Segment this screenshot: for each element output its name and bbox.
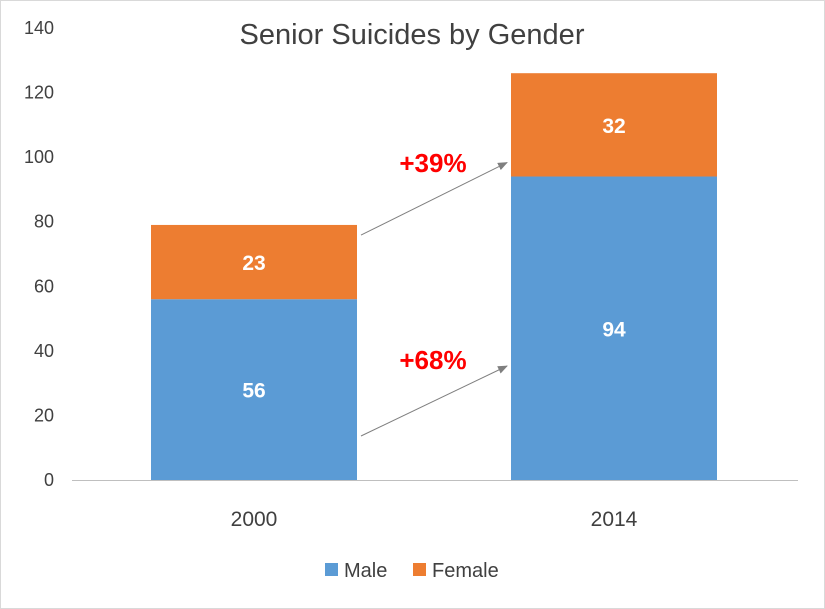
y-axis: 0 20 40 60 80 100 120 140: [24, 18, 54, 490]
y-tick-label: 40: [34, 341, 54, 361]
data-label: 94: [602, 318, 626, 341]
x-tick-label: 2000: [231, 508, 278, 531]
x-axis: 2000 2014: [231, 508, 638, 531]
y-tick-label: 140: [24, 18, 54, 38]
legend-label: Female: [432, 560, 499, 582]
y-tick-label: 60: [34, 276, 54, 296]
legend-swatch-female: [413, 563, 426, 576]
growth-annotation: +68%: [399, 345, 466, 375]
x-tick-label: 2014: [591, 508, 638, 531]
chart-title: Senior Suicides by Gender: [240, 19, 585, 51]
legend-swatch-male: [325, 563, 338, 576]
legend-label: Male: [344, 560, 387, 582]
data-label: 56: [242, 380, 265, 403]
growth-arrow-female: [360, 162, 508, 236]
growth-annotation: +39%: [399, 148, 466, 178]
y-tick-label: 80: [34, 212, 54, 232]
bar-male-2000: [151, 299, 357, 480]
bar-female-2000: [151, 224, 357, 300]
growth-arrows: +68% +39%: [360, 148, 508, 437]
bar-male-2014: [511, 176, 717, 480]
bar-female-2014: [511, 73, 717, 177]
legend: Male Female: [325, 560, 499, 582]
growth-arrow-male: [360, 365, 508, 437]
data-label: 32: [602, 115, 625, 138]
y-tick-label: 120: [24, 83, 54, 103]
y-tick-label: 100: [24, 147, 54, 167]
plot-area: 56 23 94 32: [151, 73, 717, 480]
y-tick-label: 0: [44, 470, 54, 490]
data-label: 23: [242, 252, 265, 275]
y-tick-label: 20: [34, 405, 54, 425]
